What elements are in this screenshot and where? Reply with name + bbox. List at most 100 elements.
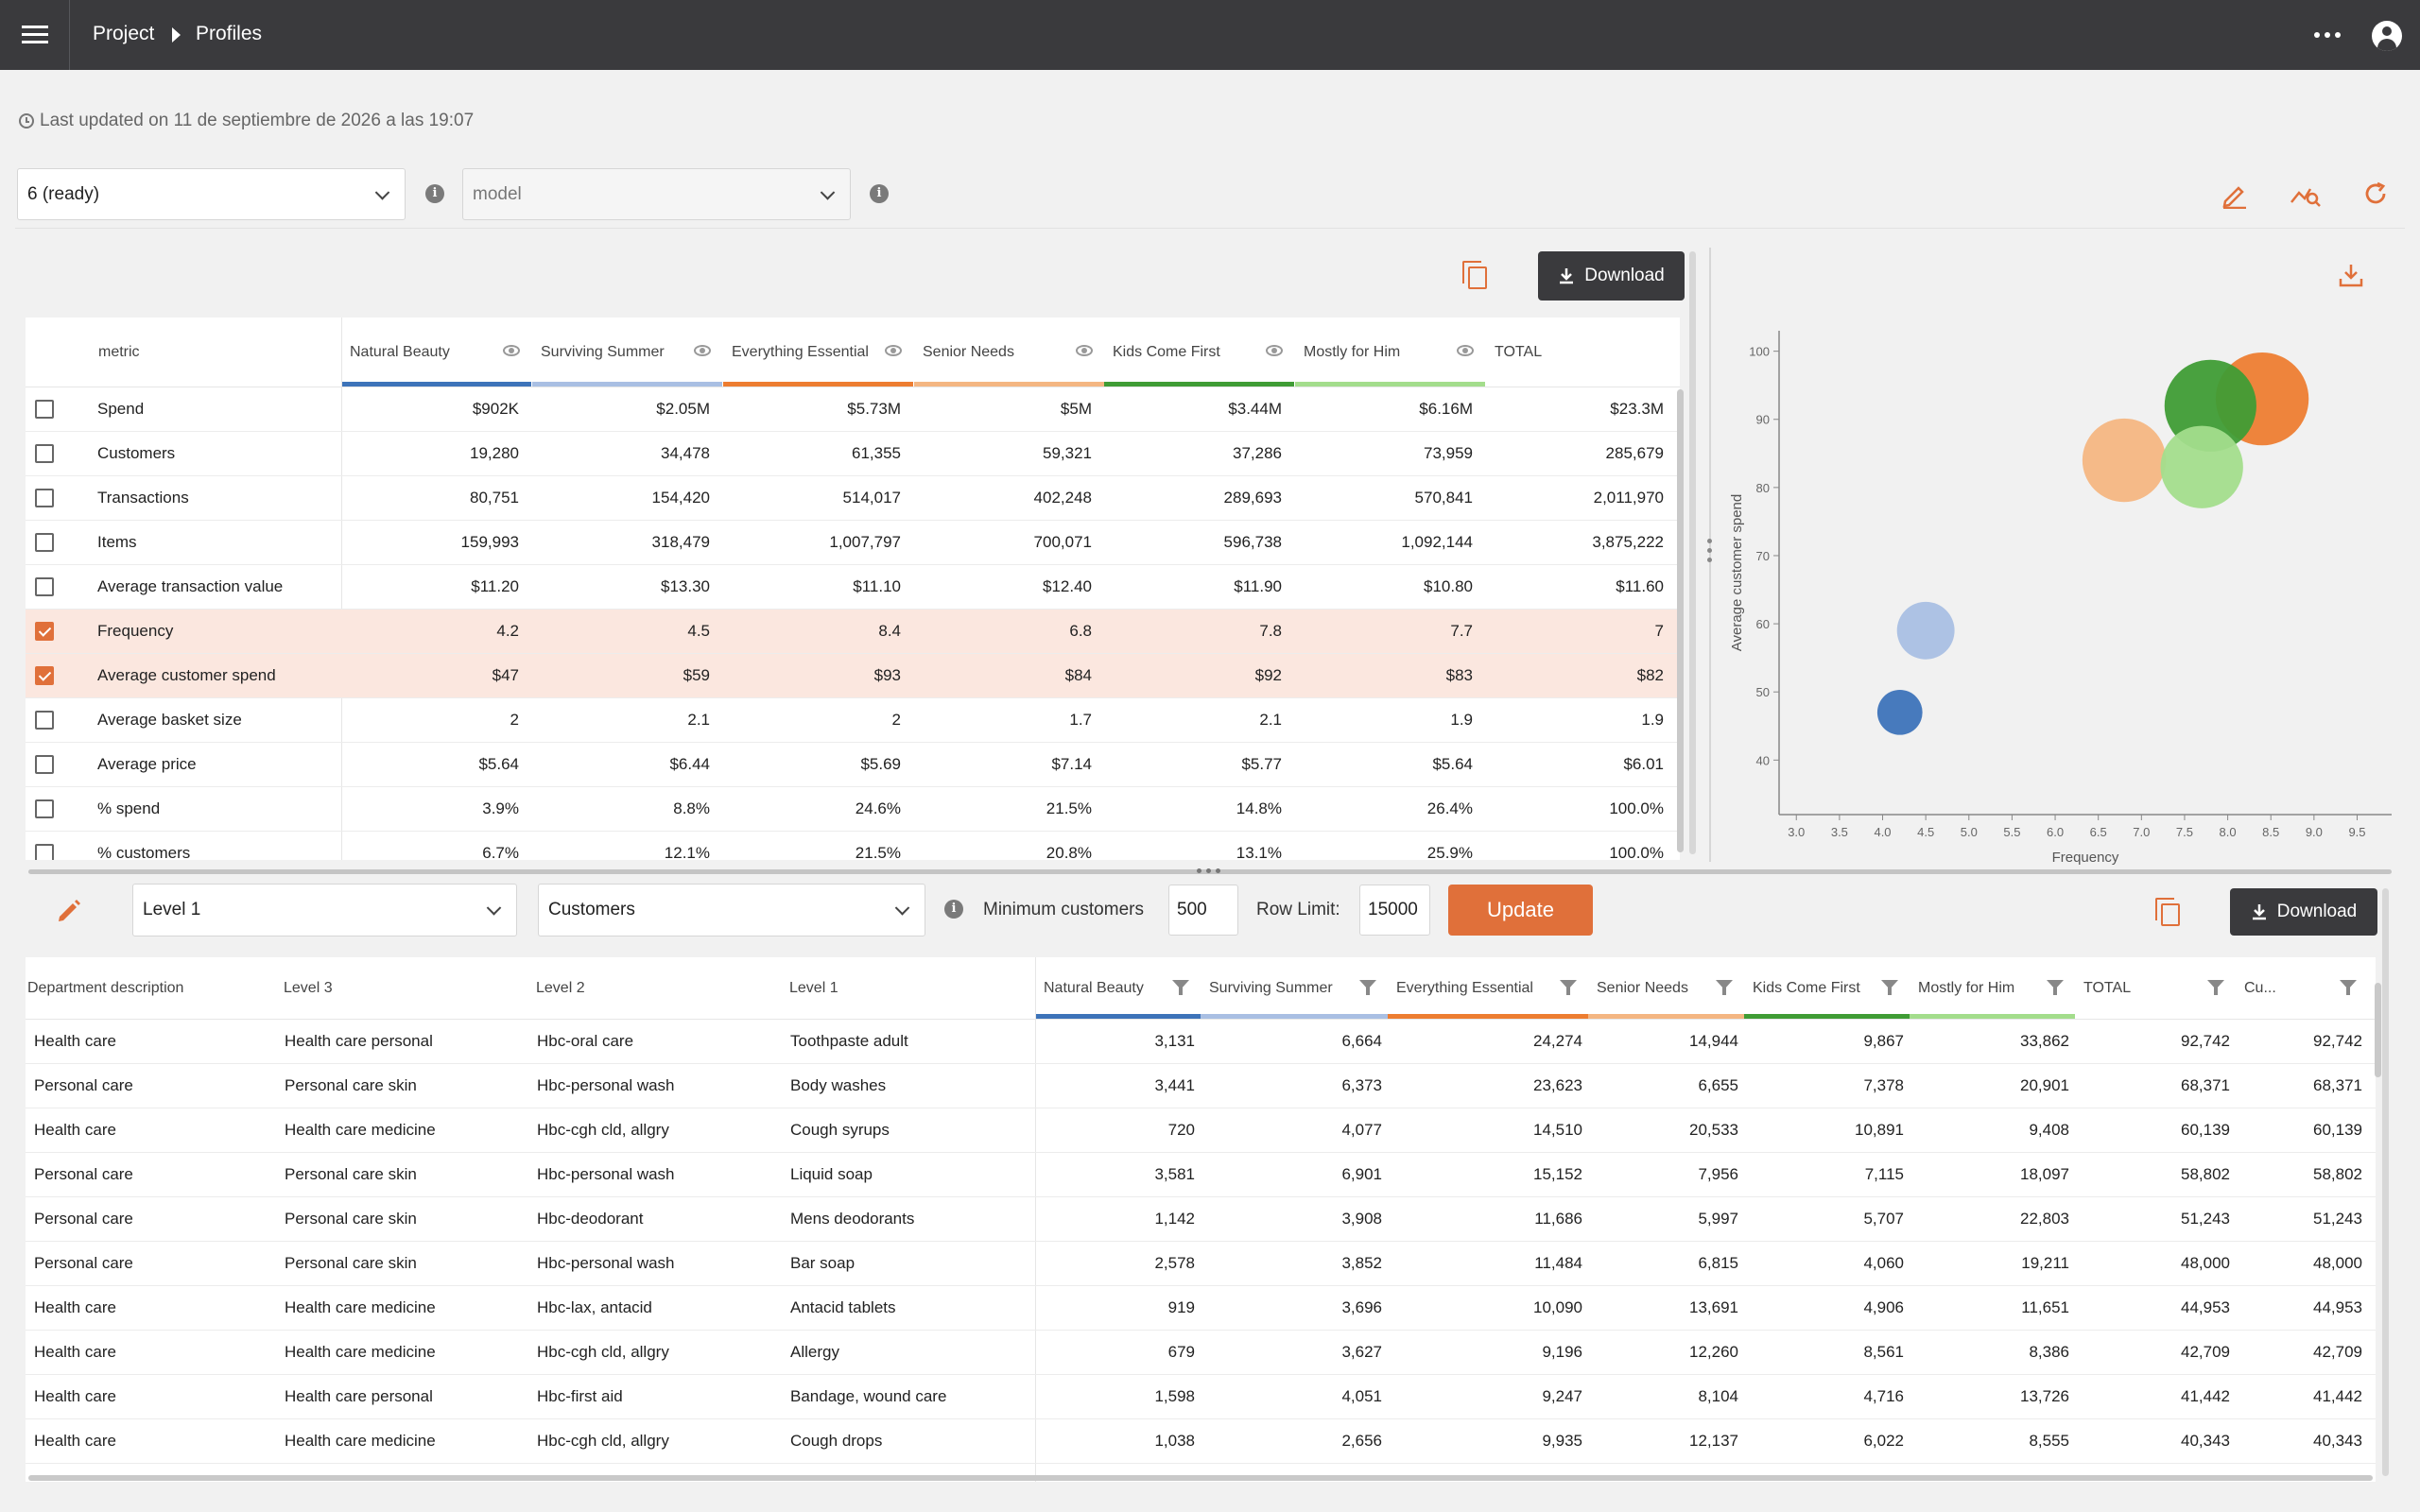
row-checkbox[interactable] — [35, 666, 54, 685]
table-row[interactable]: Personal care Personal care skin Hbc-perso… — [26, 1064, 2376, 1108]
filter-icon[interactable] — [1560, 980, 1577, 995]
breadcrumb-project[interactable]: Project — [93, 23, 155, 44]
panel-scrollbar[interactable] — [1689, 251, 1696, 854]
table-row[interactable]: Personal care Personal care skin Hbc-deodo… — [26, 1197, 2376, 1242]
table-row[interactable]: Health care Health care medicine Hbc-cgh c… — [26, 1419, 2376, 1464]
row-checkbox[interactable] — [35, 711, 54, 730]
menu-icon[interactable] — [17, 21, 53, 49]
table-row[interactable]: Health care Health care medicine Hbc-lax, … — [26, 1286, 2376, 1331]
filter-icon[interactable] — [2047, 980, 2064, 995]
visibility-eye-icon[interactable] — [503, 345, 520, 356]
row-checkbox[interactable] — [35, 400, 54, 419]
table-cell: Health care — [34, 1121, 116, 1139]
visibility-eye-icon[interactable] — [885, 345, 902, 356]
metric-value: $92 — [1254, 666, 1282, 684]
copy-icon[interactable] — [1462, 261, 1487, 289]
y-tick-label: 50 — [1756, 685, 1770, 699]
table-cell: Health care medicine — [285, 1121, 436, 1139]
table-row[interactable]: Health care Health care personal Hbc-first… — [26, 1375, 2376, 1419]
x-tick-label: 9.0 — [2306, 825, 2323, 839]
row-checkbox[interactable] — [35, 755, 54, 774]
filter-icon[interactable] — [1881, 980, 1898, 995]
filter-icon[interactable] — [2340, 980, 2357, 995]
row-checkbox[interactable] — [35, 533, 54, 552]
table-row[interactable]: Personal care Personal care skin Hbc-perso… — [26, 1242, 2376, 1286]
x-axis-label: Frequency — [2052, 850, 2119, 866]
info-icon[interactable]: i — [944, 900, 963, 919]
download-icon — [1560, 268, 1574, 284]
metric-row[interactable]: Transactions 80,751 154,420 514,017 402,248 2… — [26, 476, 1680, 521]
x-tick-label: 7.5 — [2176, 825, 2193, 839]
filter-icon[interactable] — [1716, 980, 1733, 995]
row-limit-input[interactable]: 15000 — [1359, 885, 1430, 936]
table-cell: 11,484 — [1534, 1254, 1582, 1272]
visibility-eye-icon[interactable] — [1457, 345, 1474, 356]
detail-scrollbar[interactable] — [2375, 983, 2381, 1077]
row-checkbox[interactable] — [35, 799, 54, 818]
metric-row[interactable]: Average customer spend $47 $59 $93 $84 $92 $83… — [26, 654, 1680, 698]
row-checkbox[interactable] — [35, 622, 54, 641]
metric-row[interactable]: Items 159,993 318,479 1,007,797 700,071 596,7… — [26, 521, 1680, 565]
metric-row[interactable]: Average price $5.64 $6.44 $5.69 $7.14 $5.77 $5… — [26, 743, 1680, 787]
visibility-eye-icon[interactable] — [694, 345, 711, 356]
update-button[interactable]: Update — [1448, 885, 1593, 936]
filter-icon[interactable] — [1359, 980, 1376, 995]
refresh-icon[interactable] — [2361, 180, 2390, 208]
column-header: Kids Come First — [1113, 344, 1220, 360]
table-row[interactable]: Health care Health care personal Hbc-oral … — [26, 1020, 2376, 1064]
metric-label: Average transaction value — [97, 577, 284, 595]
info-icon[interactable]: i — [425, 184, 444, 203]
row-checkbox[interactable] — [35, 844, 54, 860]
table-cell: 1,038 — [1154, 1432, 1195, 1450]
run-select[interactable]: 6 (ready) — [17, 168, 406, 220]
metric-row[interactable]: Spend $902K $2.05M $5.73M $5M $3.44M $6.16M $23… — [26, 387, 1680, 432]
model-select[interactable]: model — [462, 168, 851, 220]
vertical-splitter-handle[interactable] — [1707, 539, 1712, 567]
metric-value: $5.77 — [1241, 755, 1282, 773]
metric-row[interactable]: % customers 6.7% 12.1% 21.5% 20.8% 13.1% 25.9%… — [26, 832, 1680, 860]
table-row[interactable]: Health care Health care medicine Hbc-cgh c… — [26, 1331, 2376, 1375]
panel-scrollbar[interactable] — [2382, 888, 2389, 1476]
metric-row[interactable]: Customers 19,280 34,478 61,355 59,321 37,286 7… — [26, 432, 1680, 476]
chevron-down-icon — [894, 901, 910, 916]
metric-value: 21.5% — [1046, 799, 1092, 817]
metrics-scrollbar[interactable] — [1677, 389, 1684, 852]
measure-select[interactable]: Customers — [538, 884, 925, 936]
visibility-eye-icon[interactable] — [1076, 345, 1093, 356]
copy-icon[interactable] — [2155, 898, 2180, 926]
row-checkbox[interactable] — [35, 577, 54, 596]
row-checkbox[interactable] — [35, 489, 54, 507]
table-cell: Health care — [34, 1387, 116, 1405]
min-customers-input[interactable]: 500 — [1168, 885, 1238, 936]
info-icon[interactable]: i — [870, 184, 889, 203]
bubble-point — [2160, 425, 2243, 508]
detail-horizontal-scrollbar[interactable] — [28, 1475, 2373, 1481]
detail-table: Department description Level 3 Level 2 Leve… — [26, 957, 2376, 1482]
row-checkbox[interactable] — [35, 444, 54, 463]
more-options-icon[interactable] — [2314, 32, 2341, 38]
metric-row[interactable]: % spend 3.9% 8.8% 24.6% 21.5% 14.8% 26.4% 100.0… — [26, 787, 1680, 832]
account-icon[interactable] — [2372, 21, 2402, 51]
chart-search-icon[interactable] — [2290, 180, 2322, 210]
level-select[interactable]: Level 1 — [132, 884, 517, 936]
detail-download-button[interactable]: Download — [2230, 888, 2377, 936]
metric-row[interactable]: Frequency 4.2 4.5 8.4 6.8 7.8 7.7 7 — [26, 610, 1680, 654]
table-cell: 13,691 — [1689, 1298, 1738, 1316]
table-row[interactable]: Personal care Personal care skin Hbc-perso… — [26, 1153, 2376, 1197]
filter-icon[interactable] — [2207, 980, 2224, 995]
table-row[interactable]: Health care Health care medicine Hbc-cgh c… — [26, 1108, 2376, 1153]
filter-icon[interactable] — [1172, 980, 1189, 995]
vertical-splitter[interactable] — [1709, 248, 1711, 862]
metric-row[interactable]: Average transaction value $11.20 $13.30 $11… — [26, 565, 1680, 610]
visibility-eye-icon[interactable] — [1266, 345, 1283, 356]
metric-value: 159,993 — [460, 533, 519, 551]
table-cell: 1,598 — [1154, 1387, 1195, 1405]
chart-download-icon[interactable] — [2338, 262, 2364, 288]
metric-value: 4.5 — [687, 622, 710, 640]
metrics-download-button[interactable]: Download — [1538, 251, 1685, 301]
metric-value: 37,286 — [1233, 444, 1282, 462]
edit-line-icon[interactable] — [2220, 180, 2250, 209]
metric-row[interactable]: Average basket size 2 2.1 2 1.7 2.1 1.9 1.9 — [26, 698, 1680, 743]
horizontal-splitter-handle[interactable] — [1197, 868, 1220, 873]
pencil-icon[interactable] — [55, 896, 83, 924]
